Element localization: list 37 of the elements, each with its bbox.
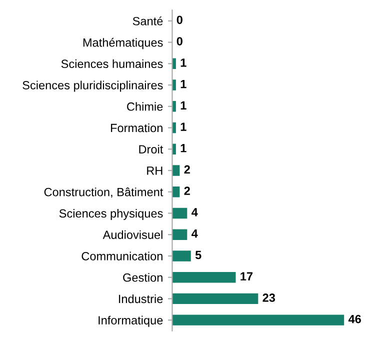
bar bbox=[172, 165, 180, 176]
data-label: 2 bbox=[184, 186, 190, 195]
y-tick-label: Sciences pluridisciplinaires bbox=[22, 80, 163, 92]
y-tick-label: Sciences humaines bbox=[61, 59, 163, 68]
y-tick-label: Santé bbox=[132, 16, 163, 26]
data-label: 5 bbox=[195, 250, 202, 260]
data-label: 17 bbox=[240, 272, 253, 280]
data-label: 1 bbox=[180, 58, 186, 67]
y-tick-label: Audiovisuel bbox=[102, 230, 162, 239]
bar bbox=[172, 208, 188, 219]
y-tick-label: Industrie bbox=[118, 294, 163, 304]
y-tick-label: Chimie bbox=[127, 102, 163, 111]
bar bbox=[172, 314, 344, 326]
y-tick-label: Informatique bbox=[98, 316, 163, 327]
data-label: 23 bbox=[262, 294, 276, 302]
y-tick-label: Sciences physiques bbox=[59, 208, 163, 220]
y-tick-label: Communication bbox=[82, 252, 162, 260]
bar bbox=[172, 250, 191, 262]
bar bbox=[172, 293, 258, 304]
data-label: 0 bbox=[176, 16, 182, 24]
y-tick-label: RH bbox=[147, 166, 162, 175]
data-label: 46 bbox=[348, 314, 361, 324]
data-label: 1 bbox=[180, 80, 186, 88]
y-tick-label: Construction, Bâtiment bbox=[44, 188, 164, 198]
data-label: 1 bbox=[180, 101, 186, 110]
data-label: 4 bbox=[192, 230, 198, 238]
data-label: 0 bbox=[176, 37, 182, 46]
data-label: 1 bbox=[180, 144, 186, 152]
data-label: 2 bbox=[184, 165, 190, 174]
y-tick-label: Mathématiques bbox=[83, 38, 163, 50]
y-tick-label: Gestion bbox=[123, 273, 162, 282]
y-tick-label: Droit bbox=[139, 144, 164, 154]
bar bbox=[172, 229, 188, 240]
data-label: 1 bbox=[180, 122, 186, 131]
bar bbox=[172, 272, 236, 283]
y-tick-label: Formation bbox=[111, 123, 162, 132]
data-label: 4 bbox=[192, 208, 198, 216]
